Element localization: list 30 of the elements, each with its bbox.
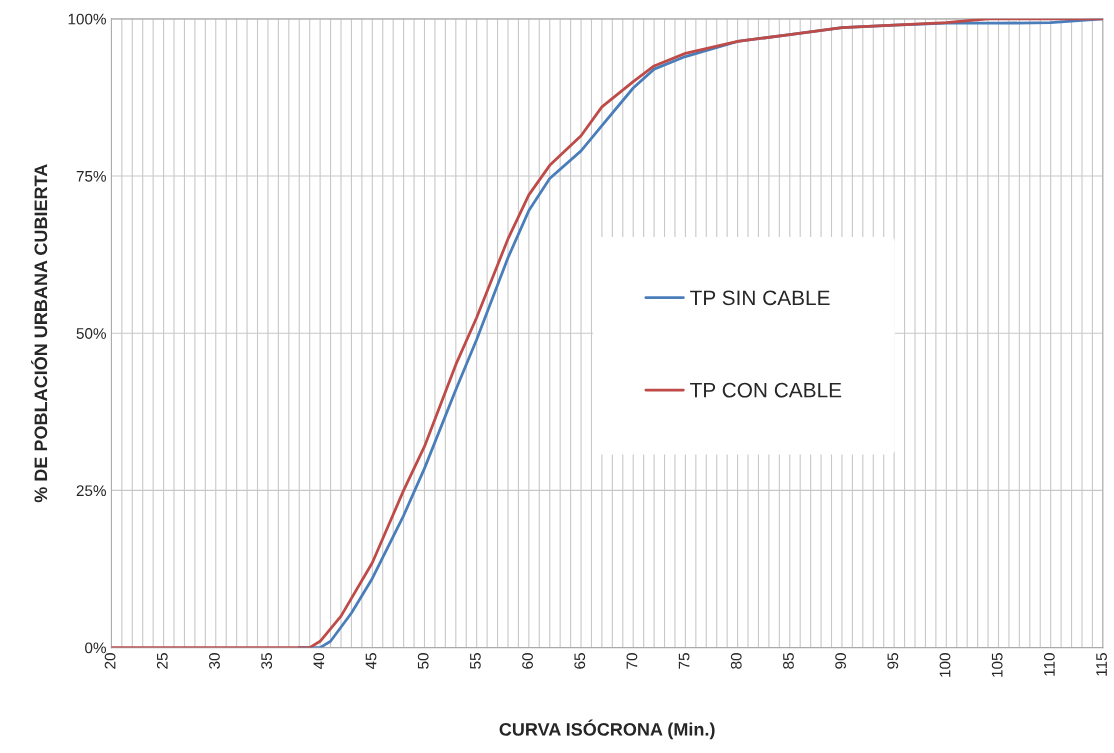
x-tick-label: 80 bbox=[730, 653, 742, 669]
x-tick-label: 60 bbox=[522, 653, 533, 669]
y-tick-label: 100% bbox=[68, 13, 106, 25]
y-tick-label: 0% bbox=[85, 642, 106, 654]
line-series bbox=[111, 18, 1103, 648]
x-tick-label: 45 bbox=[365, 653, 377, 670]
x-tick-label: 85 bbox=[783, 653, 794, 669]
x-tick-label: 115 bbox=[1096, 653, 1107, 676]
x-tick-label: 70 bbox=[626, 653, 638, 669]
y-tick-label: 25% bbox=[76, 485, 106, 497]
y-tick-label: 75% bbox=[76, 170, 106, 182]
y-axis-title: % DE POBLACIÓN URBANA CUBIERTA bbox=[31, 164, 48, 503]
x-tick-label: 105 bbox=[991, 653, 1003, 677]
x-tick-label: 100 bbox=[939, 653, 951, 677]
x-tick-label: 30 bbox=[209, 653, 220, 669]
x-tick-label: 110 bbox=[1043, 653, 1055, 676]
x-tick-label: 90 bbox=[835, 653, 847, 669]
x-tick-label: 50 bbox=[417, 653, 429, 669]
x-tick-label: 65 bbox=[574, 653, 586, 669]
x-tick-label: 75 bbox=[678, 653, 690, 669]
legend-label: TP SIN CABLE bbox=[690, 290, 830, 306]
x-tick-label: 95 bbox=[887, 653, 899, 669]
x-tick-label: 55 bbox=[470, 653, 481, 669]
x-tick-label: 40 bbox=[313, 653, 325, 670]
legend-label: TP CON CABLE bbox=[690, 382, 842, 398]
x-tick-label: 35 bbox=[261, 653, 273, 669]
x-axis-title: CURVA ISÓCRONA (Min.) bbox=[499, 719, 715, 740]
x-tick-label: 25 bbox=[156, 653, 168, 669]
x-tick-label: 20 bbox=[104, 653, 116, 669]
y-tick-label: 50% bbox=[76, 328, 106, 339]
